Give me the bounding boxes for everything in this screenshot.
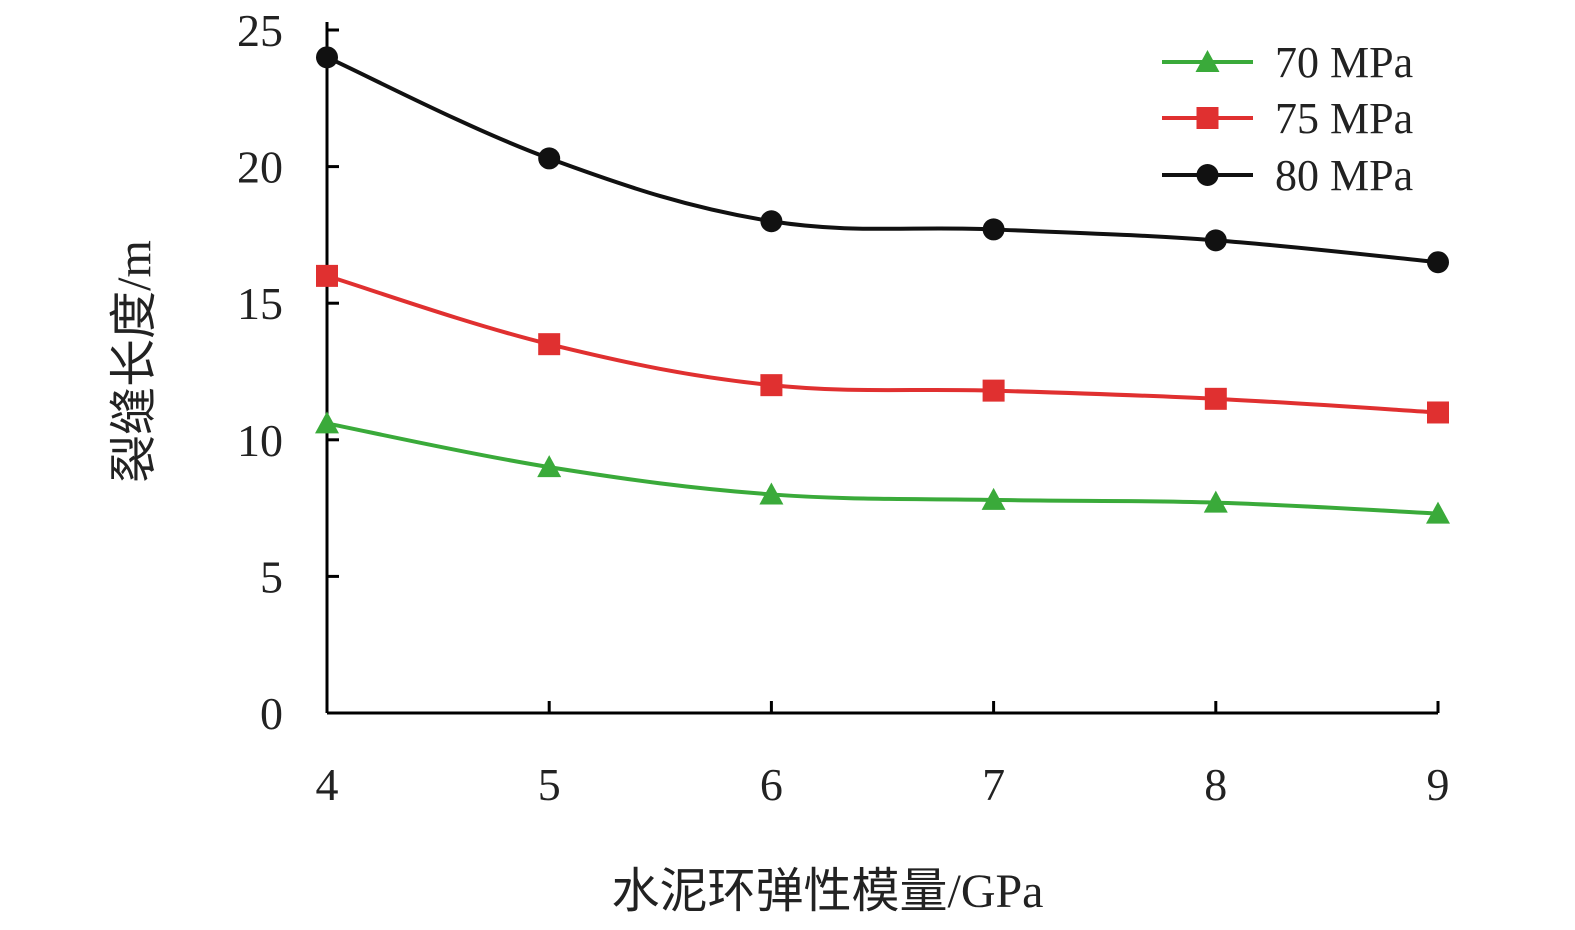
series-line — [326, 273, 1439, 415]
data-point — [1203, 490, 1228, 513]
legend-marker — [1196, 164, 1219, 186]
y-tick-label: 15 — [237, 278, 283, 329]
x-tick-label: 5 — [538, 759, 561, 810]
series-layer — [315, 46, 1450, 524]
data-point — [982, 218, 1005, 241]
series-circle — [316, 46, 1449, 274]
data-point — [981, 487, 1006, 510]
data-point — [538, 333, 561, 356]
y-tick-label: 0 — [260, 688, 283, 739]
series-line — [326, 421, 1439, 516]
data-point — [1204, 387, 1227, 410]
series-triangle — [315, 411, 1450, 524]
data-point — [316, 264, 338, 287]
data-point — [315, 411, 339, 434]
y-axis-title: 裂缝长度/m — [108, 240, 161, 483]
legend-entry: 70 MPa — [1162, 38, 1413, 87]
data-point — [1426, 501, 1450, 524]
x-tick-label: 6 — [760, 759, 783, 810]
y-tick-label: 5 — [260, 551, 283, 602]
data-point — [760, 210, 783, 233]
legend-entry: 75 MPa — [1162, 94, 1413, 143]
data-point — [537, 455, 562, 478]
series-line — [326, 55, 1439, 265]
y-tick-label: 25 — [237, 5, 283, 56]
x-tick-label: 7 — [982, 759, 1005, 810]
legend-label: 70 MPa — [1275, 38, 1413, 87]
axes: 0 5 10 15 20 25 4 5 6 7 8 9 — [237, 5, 1450, 810]
x-axis-title: 水泥环弹性模量/GPa — [611, 865, 1043, 918]
data-point — [760, 374, 783, 397]
data-point — [982, 379, 1005, 402]
data-point — [538, 147, 561, 170]
legend-label: 80 MPa — [1275, 151, 1413, 200]
legend: 70 MPa 75 MPa 80 MPa — [1162, 38, 1413, 200]
legend-entry: 80 MPa — [1162, 151, 1413, 200]
x-tick-label: 8 — [1204, 759, 1227, 810]
legend-marker — [1196, 107, 1219, 129]
y-tick-label: 10 — [237, 415, 283, 466]
data-point — [316, 46, 338, 69]
x-tick-label: 4 — [316, 759, 339, 810]
legend-marker — [1195, 50, 1220, 72]
x-tick-label: 9 — [1427, 759, 1450, 810]
data-point — [759, 482, 784, 505]
data-point — [1427, 251, 1449, 274]
data-point — [1204, 229, 1227, 252]
legend-label: 75 MPa — [1275, 94, 1413, 143]
data-point — [1427, 401, 1449, 424]
series-square — [316, 264, 1449, 424]
y-tick-label: 20 — [237, 142, 283, 193]
